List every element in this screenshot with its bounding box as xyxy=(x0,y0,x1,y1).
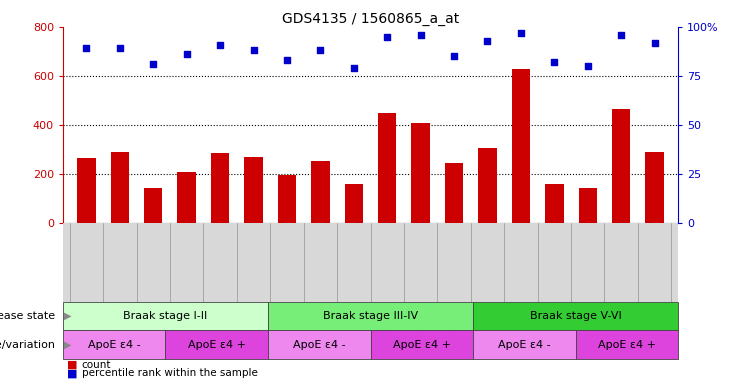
Point xyxy=(448,53,460,60)
Text: count: count xyxy=(82,359,111,369)
Title: GDS4135 / 1560865_a_at: GDS4135 / 1560865_a_at xyxy=(282,12,459,26)
Point xyxy=(247,47,259,53)
Bar xyxy=(165,330,268,359)
Point xyxy=(314,47,326,53)
Bar xyxy=(278,175,296,223)
Bar xyxy=(345,184,363,223)
Point xyxy=(415,31,427,38)
Text: ApoE ε4 +: ApoE ε4 + xyxy=(393,340,451,350)
Text: Braak stage I-II: Braak stage I-II xyxy=(123,311,207,321)
Bar xyxy=(144,188,162,223)
Bar xyxy=(378,113,396,223)
Bar xyxy=(612,109,631,223)
Point xyxy=(181,51,193,58)
Point xyxy=(348,65,359,71)
Point xyxy=(648,40,660,46)
Bar xyxy=(473,330,576,359)
Text: ApoE ε4 -: ApoE ε4 - xyxy=(498,340,551,350)
Text: ApoE ε4 -: ApoE ε4 - xyxy=(293,340,345,350)
Bar xyxy=(63,302,268,330)
Bar xyxy=(445,163,463,223)
Bar xyxy=(110,152,129,223)
Text: Braak stage III-IV: Braak stage III-IV xyxy=(323,311,418,321)
Bar xyxy=(370,330,473,359)
Point xyxy=(582,63,594,69)
Point xyxy=(615,31,627,38)
Bar xyxy=(177,172,196,223)
Point xyxy=(114,45,126,51)
Text: ■: ■ xyxy=(67,368,77,378)
Text: ▶: ▶ xyxy=(64,340,72,350)
Bar xyxy=(245,157,263,223)
Point xyxy=(81,45,93,51)
Bar xyxy=(478,148,496,223)
Point xyxy=(214,41,226,48)
Text: disease state: disease state xyxy=(0,311,56,321)
Point xyxy=(281,57,293,63)
Text: ApoE ε4 +: ApoE ε4 + xyxy=(598,340,656,350)
Bar xyxy=(268,302,473,330)
Bar xyxy=(311,161,330,223)
Bar xyxy=(473,302,678,330)
Text: percentile rank within the sample: percentile rank within the sample xyxy=(82,368,257,378)
Text: ■: ■ xyxy=(67,359,77,369)
Text: Braak stage V-VI: Braak stage V-VI xyxy=(530,311,622,321)
Bar xyxy=(512,69,530,223)
Bar xyxy=(545,184,564,223)
Bar xyxy=(645,152,664,223)
Bar xyxy=(77,158,96,223)
Text: ▶: ▶ xyxy=(64,311,72,321)
Point xyxy=(147,61,159,67)
Bar xyxy=(411,122,430,223)
Point xyxy=(515,30,527,36)
Text: genotype/variation: genotype/variation xyxy=(0,340,56,350)
Point xyxy=(482,38,494,44)
Text: ApoE ε4 -: ApoE ε4 - xyxy=(88,340,141,350)
Bar xyxy=(211,153,229,223)
Bar xyxy=(63,330,165,359)
Bar xyxy=(268,330,370,359)
Point xyxy=(548,59,560,65)
Point xyxy=(382,34,393,40)
Text: ApoE ε4 +: ApoE ε4 + xyxy=(187,340,246,350)
Bar xyxy=(579,188,597,223)
Bar xyxy=(576,330,678,359)
